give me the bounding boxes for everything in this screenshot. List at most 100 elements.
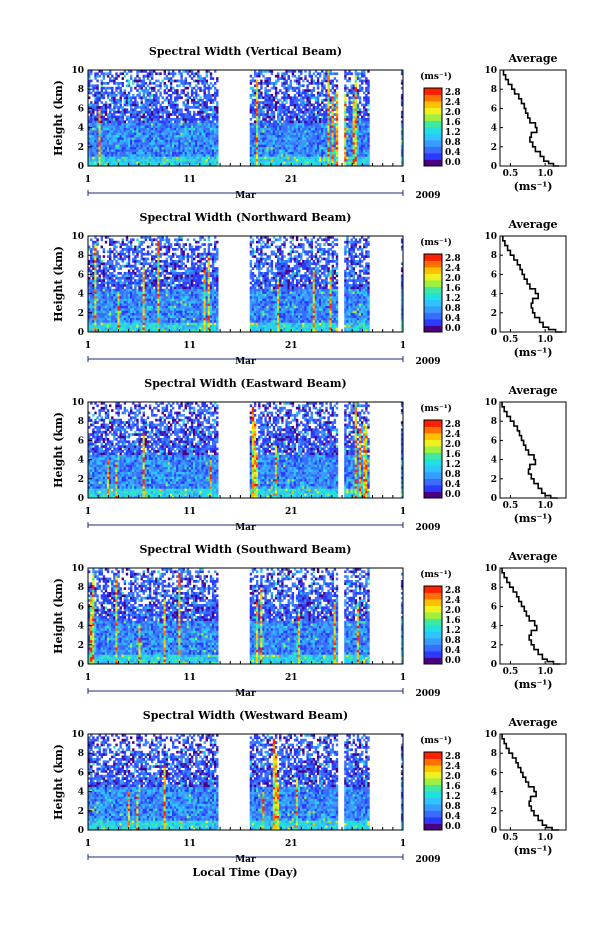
heatmap-cell xyxy=(251,163,255,167)
heatmap-cell xyxy=(142,322,145,326)
heatmap-cell xyxy=(272,149,276,152)
heatmap-cell xyxy=(146,101,150,104)
heatmap-cell xyxy=(211,94,215,97)
heatmap-cell xyxy=(209,161,213,164)
heatmap-cell xyxy=(266,149,269,152)
heatmap-cell xyxy=(115,288,118,292)
heatmap-cell xyxy=(111,322,114,326)
heatmap-cell xyxy=(94,154,97,157)
heatmap-cell xyxy=(138,134,141,138)
heatmap-cell xyxy=(193,110,196,114)
heatmap-cell xyxy=(209,154,213,157)
heatmap-cell xyxy=(125,132,129,136)
heatmap-cell xyxy=(169,139,173,143)
heatmap-cell xyxy=(138,322,141,326)
heatmap-cell xyxy=(329,142,332,145)
heatmap-cell xyxy=(190,125,194,128)
heatmap-cell xyxy=(144,70,148,73)
heatmap-cell xyxy=(329,106,332,109)
heatmap-cell xyxy=(102,305,106,309)
heatmap-cell xyxy=(205,110,208,114)
heatmap-cell xyxy=(214,110,217,114)
heatmap-cell xyxy=(121,84,124,88)
heatmap-cell xyxy=(113,110,116,114)
heatmap-cell xyxy=(142,132,145,136)
heatmap-cell xyxy=(314,156,318,160)
heatmap-cell xyxy=(289,70,292,73)
heatmap-cell xyxy=(176,154,179,157)
heatmap-cell xyxy=(115,320,118,323)
heatmap-cell xyxy=(136,127,139,131)
heatmap-cell xyxy=(199,74,202,78)
heatmap-cell xyxy=(100,288,103,292)
heatmap-cell xyxy=(130,118,133,121)
heatmap-cell xyxy=(279,108,282,112)
heatmap-cell xyxy=(157,113,160,116)
heatmap-cell xyxy=(178,137,181,140)
heatmap-cell xyxy=(174,151,177,155)
heatmap-cell xyxy=(123,144,127,148)
heatmap-cell xyxy=(253,110,257,114)
heatmap-cell xyxy=(140,324,143,328)
heatmap-cell xyxy=(142,125,145,128)
heatmap-cell xyxy=(111,125,114,128)
heatmap-cell xyxy=(283,106,286,109)
heatmap-cell xyxy=(260,142,263,145)
heatmap-cell xyxy=(144,98,148,102)
heatmap-cell xyxy=(134,274,137,278)
heatmap-cell xyxy=(163,118,166,121)
heatmap-cell xyxy=(258,134,261,138)
heatmap-cell xyxy=(188,146,192,150)
heatmap-cell xyxy=(115,317,118,321)
heatmap-cell xyxy=(203,77,206,80)
heatmap-cell xyxy=(111,274,114,278)
heatmap-cell xyxy=(211,149,215,152)
heatmap-cell xyxy=(207,144,211,148)
heatmap-cell xyxy=(178,132,181,136)
heatmap-cell xyxy=(172,142,175,145)
heatmap-cell xyxy=(167,115,171,119)
heatmap-cell xyxy=(136,279,139,282)
heatmap-cell xyxy=(195,101,198,104)
heatmap-cell xyxy=(165,125,169,128)
heatmap-cell xyxy=(302,106,305,109)
heatmap-cell xyxy=(113,312,116,316)
heatmap-cell xyxy=(361,134,364,138)
heatmap-cell xyxy=(361,125,364,128)
heatmap-cell xyxy=(102,120,106,124)
heatmap-cell xyxy=(134,248,137,251)
heatmap-cell xyxy=(352,151,355,155)
heatmap-cell xyxy=(159,149,162,152)
heatmap-cell xyxy=(90,130,93,133)
heatmap-cell xyxy=(346,161,349,164)
heatmap-cell xyxy=(310,127,313,131)
heatmap-cell xyxy=(88,305,91,309)
heatmap-cell xyxy=(115,120,118,124)
heatmap-cell xyxy=(109,288,112,292)
heatmap-cell xyxy=(92,288,95,292)
heatmap-cell xyxy=(182,125,185,128)
heatmap-cell xyxy=(300,108,303,112)
heatmap-cell xyxy=(344,106,347,109)
heatmap-cell xyxy=(344,142,347,145)
heatmap-cell xyxy=(125,245,129,249)
heatmap-cell xyxy=(274,89,278,92)
heatmap-cell xyxy=(94,151,97,155)
heatmap-cell xyxy=(367,127,370,131)
heatmap-cell xyxy=(92,108,95,112)
heatmap-cell xyxy=(123,324,127,328)
heatmap-cell xyxy=(363,137,366,140)
heatmap-cell xyxy=(256,115,259,119)
heatmap-cell xyxy=(109,260,112,263)
heatmap-cell xyxy=(214,158,217,162)
heatmap-cell xyxy=(127,264,131,268)
heatmap-cell xyxy=(96,163,99,167)
heatmap-cell xyxy=(100,161,103,164)
heatmap-cell xyxy=(140,317,143,321)
heatmap-cell xyxy=(350,144,353,148)
heatmap-cell xyxy=(113,252,116,256)
heatmap-cell xyxy=(195,163,198,167)
heatmap-cell xyxy=(123,298,127,302)
heatmap-cell xyxy=(331,154,334,157)
heatmap-cell xyxy=(125,296,129,299)
